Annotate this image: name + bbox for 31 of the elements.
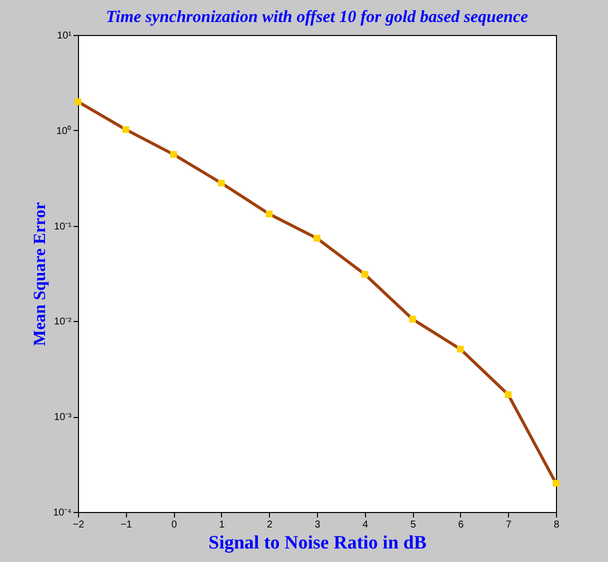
- y-axis-title: Mean Square Error: [30, 202, 50, 346]
- x-tick-label: 1: [219, 520, 226, 530]
- x-tick-label: 8: [554, 520, 560, 530]
- point: [314, 234, 320, 242]
- x-tick-label: 5: [410, 520, 416, 530]
- chart-title: Time synchronization with offset 10 for gold based sequence: [106, 7, 529, 26]
- y-tick-label: 10⁻⁴: [53, 508, 72, 518]
- point: [361, 270, 368, 278]
- point: [504, 391, 512, 398]
- y-tick-label: 10⁻²: [54, 316, 72, 328]
- x-tick-label: 2: [266, 520, 273, 530]
- y-tick-label: 10¹: [57, 30, 72, 42]
- y-tick-label: 10⁻¹: [54, 221, 72, 232]
- x-tick-label: 0: [171, 520, 178, 530]
- x-axis-title: Signal to Noise Ratio in dB: [208, 532, 427, 554]
- y-tick-label: 10⁰: [56, 124, 72, 137]
- x-tick-label: −1: [120, 520, 132, 530]
- point: [409, 316, 416, 323]
- point: [74, 98, 82, 106]
- point: [218, 180, 225, 186]
- x-tick-label: 4: [362, 520, 369, 530]
- point: [170, 151, 177, 158]
- point: [122, 126, 130, 133]
- x-tick-label: −2: [72, 520, 85, 530]
- x-tick-label: 7: [506, 520, 512, 530]
- y-tick-label: 10⁻³: [54, 412, 72, 424]
- x-tick-label: 3: [314, 520, 321, 530]
- x-tick-label: 6: [458, 520, 464, 530]
- point: [552, 480, 560, 487]
- point: [457, 346, 464, 352]
- point: [266, 210, 273, 218]
